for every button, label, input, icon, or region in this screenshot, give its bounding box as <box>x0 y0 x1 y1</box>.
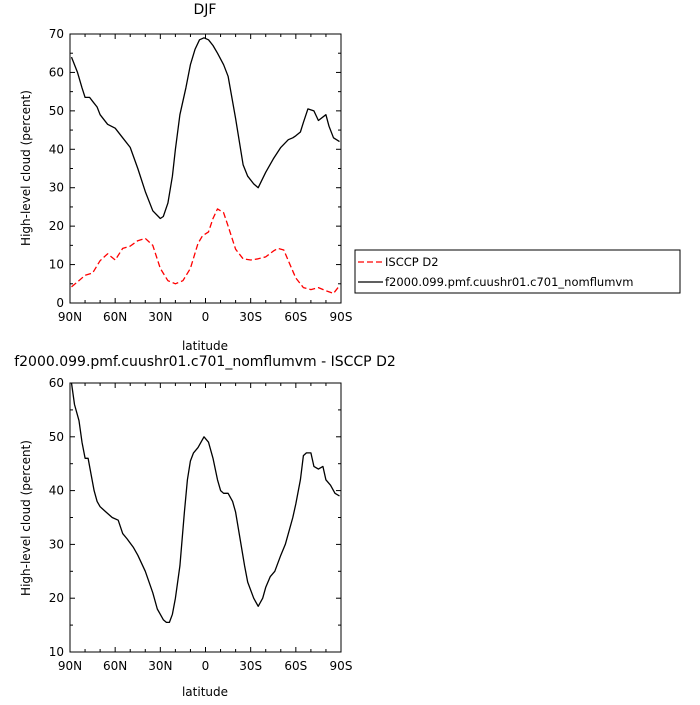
y-tick-label: 40 <box>49 142 64 156</box>
y-tick-label: 60 <box>49 65 64 79</box>
x-axis-label: latitude <box>182 685 228 699</box>
x-tick-label: 0 <box>202 659 210 673</box>
y-axis-label: High-level cloud (percent) <box>19 90 33 246</box>
y-tick-label: 20 <box>49 219 64 233</box>
legend-label: f2000.099.pmf.cuushr01.c701_nomflumvm <box>385 275 633 289</box>
series-line-isccp <box>71 208 341 295</box>
x-tick-label: 0 <box>202 310 210 324</box>
x-tick-label: 90S <box>330 310 353 324</box>
y-tick-label: 10 <box>49 645 64 659</box>
y-tick-label: 0 <box>56 296 64 310</box>
x-tick-label: 60N <box>103 659 127 673</box>
x-tick-label: 60S <box>284 659 307 673</box>
ticks-group: 90N 60N 30N 0 30S 60S 90S 0 10 20 30 40 50 60 70 <box>49 27 353 324</box>
y-tick-label: 50 <box>49 430 64 444</box>
x-tick-label: 90N <box>58 659 82 673</box>
chart-title: DJF <box>194 2 217 18</box>
panel-top: DJF High-level cloud (percent) latitude … <box>19 2 681 353</box>
y-axis-label: High-level cloud (percent) <box>19 440 33 596</box>
x-tick-label: 90N <box>58 310 82 324</box>
x-tick-label: 30N <box>148 310 172 324</box>
series-line-model <box>70 382 340 624</box>
legend-frame <box>354 249 681 294</box>
y-tick-label: 10 <box>49 258 64 272</box>
chart-title: f2000.099.pmf.cuushr01.c701_nomflumvm - … <box>14 354 396 370</box>
legend-label: ISCCP D2 <box>385 255 439 269</box>
series-group <box>70 382 340 624</box>
y-tick-label: 30 <box>49 537 64 551</box>
y-tick-label: 20 <box>49 591 64 605</box>
x-tick-label: 90S <box>330 659 353 673</box>
x-tick-label: 30S <box>239 310 262 324</box>
y-tick-label: 30 <box>49 181 64 195</box>
legend: ISCCP D2 f2000.099.pmf.cuushr01.c701_nomf… <box>354 249 681 294</box>
plot-frame <box>69 33 342 304</box>
y-tick-label: 60 <box>49 376 64 390</box>
x-tick-label: 60S <box>284 310 307 324</box>
panel-bottom: f2000.099.pmf.cuushr01.c701_nomflumvm - … <box>14 354 396 699</box>
x-axis-label: latitude <box>182 339 228 353</box>
x-tick-label: 30S <box>239 659 262 673</box>
y-tick-label: 40 <box>49 484 64 498</box>
plot-frame <box>69 382 342 653</box>
y-tick-label: 70 <box>49 27 64 41</box>
series-group <box>70 37 341 295</box>
x-tick-label: 30N <box>148 659 172 673</box>
y-tick-label: 50 <box>49 104 64 118</box>
x-tick-label: 60N <box>103 310 127 324</box>
ticks-group: 90N 60N 30N 0 30S 60S 90S 10 20 30 40 50 60 <box>49 376 353 673</box>
series-line-model <box>70 37 340 220</box>
